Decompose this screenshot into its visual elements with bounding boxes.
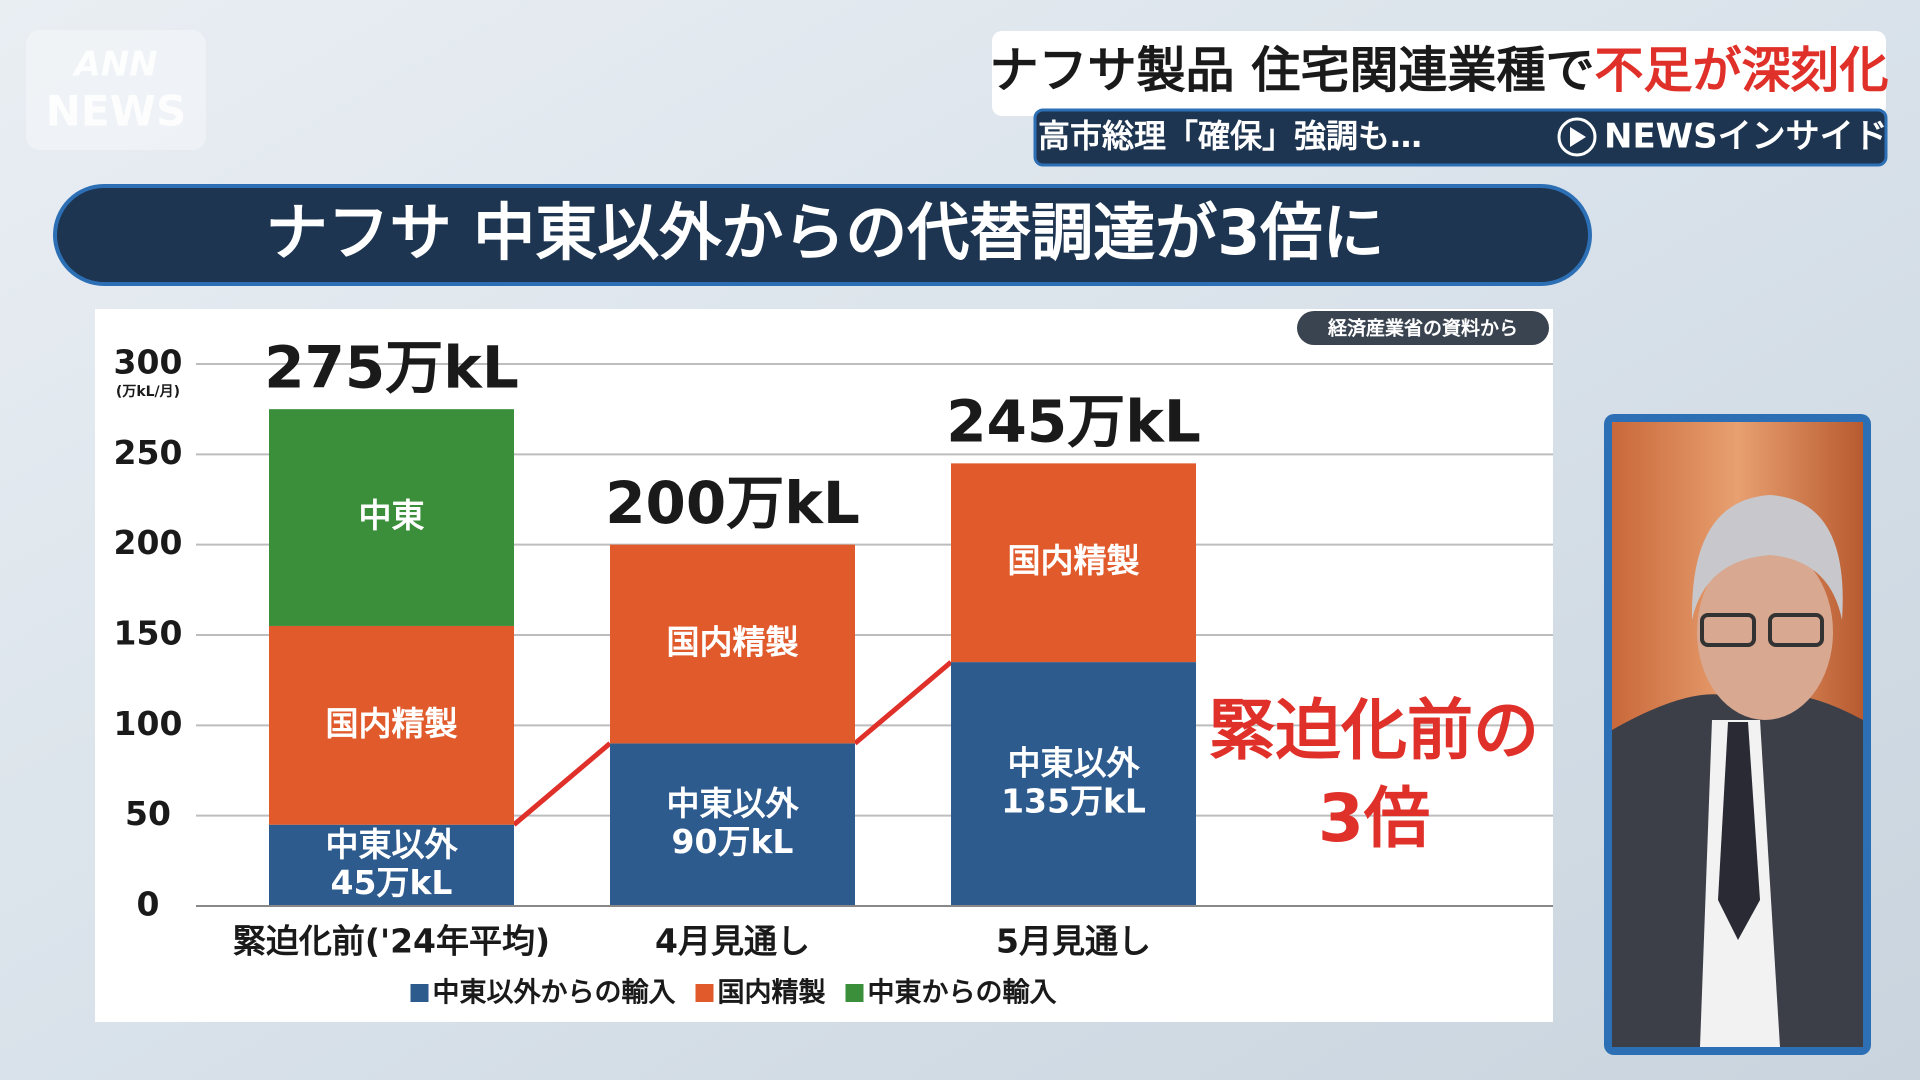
bar-segment — [269, 824, 514, 906]
y-tick-label: 150 — [114, 614, 183, 653]
y-tick-label: 100 — [114, 704, 183, 743]
connector — [512, 741, 612, 827]
program-name: NEWSインサイド — [1604, 117, 1888, 157]
y-tick-label: 0 — [137, 885, 160, 924]
bar-segment — [269, 409, 514, 626]
y-tick-label: 200 — [114, 523, 183, 562]
y-tick-label: 50 — [125, 794, 171, 833]
segment-label: 国内精製 — [667, 623, 799, 662]
presenter-face — [1697, 544, 1833, 720]
segment-label: 国内精製 — [326, 704, 458, 743]
program-icon-arrow — [1570, 127, 1586, 147]
logo-text: ANN — [71, 45, 157, 85]
bar-segment — [269, 625, 514, 825]
logo-text: NEWS — [46, 87, 186, 136]
value-label: 45万kL — [331, 863, 453, 902]
subheadline-border — [1033, 108, 1888, 167]
connector — [853, 660, 953, 746]
x-tick-label: 4月見通し — [655, 922, 810, 961]
legend-label: 国内精製 — [718, 978, 826, 1009]
headline: ナフサ製品 住宅関連業種で不足が深刻化 — [989, 42, 1888, 99]
headline-box — [992, 31, 1886, 116]
presenter-glasses — [1768, 613, 1824, 647]
segment-label: 中東 — [359, 496, 425, 535]
value-label: 90万kL — [672, 822, 794, 861]
annotation: 3倍 — [1318, 780, 1430, 857]
source-box — [1297, 311, 1549, 345]
value-label: 135万kL — [1001, 782, 1146, 821]
subheadline-box — [1035, 110, 1886, 165]
headline-part: ナフサ製品 住宅関連業種で — [989, 42, 1594, 99]
bar-segment — [951, 463, 1196, 663]
x-tick-label: 5月見通し — [996, 922, 1151, 961]
segment-label: 中東以外 — [1008, 744, 1141, 783]
legend-label: 中東からの輸入 — [868, 978, 1057, 1009]
y-axis-unit: (万kL/月) — [116, 384, 180, 400]
segment-label: 中東以外 — [667, 784, 800, 823]
y-tick-label: 300 — [114, 343, 183, 382]
chart-title: ナフサ 中東以外からの代替調達が3倍に — [266, 196, 1385, 269]
segment-label: 国内精製 — [1008, 541, 1140, 580]
legend-swatch — [845, 984, 864, 1002]
subheadline: 高市総理「確保」強調も… — [1038, 117, 1422, 155]
segment-label: 中東以外 — [326, 825, 459, 864]
presenter-glasses — [1700, 613, 1756, 647]
bar-segment — [610, 544, 855, 744]
bar-segment — [951, 662, 1196, 906]
source: 経済産業省の資料から — [1327, 317, 1518, 340]
legend-swatch — [410, 984, 429, 1002]
title-bar — [53, 184, 1592, 286]
y-tick-label: 250 — [114, 433, 183, 472]
program-icon — [1557, 117, 1597, 157]
bar-segment — [610, 743, 855, 906]
presenter-hair — [1691, 495, 1843, 620]
x-tick-label: 緊迫化前('24年平均) — [233, 922, 550, 961]
legend-swatch — [695, 984, 714, 1002]
total-label: 275万kL — [264, 333, 519, 401]
annotation: 緊迫化前の — [1209, 692, 1539, 769]
plot: 050100150200250300(万kL/月)中東以外45万kL国内精製中東… — [114, 333, 1553, 1009]
logo-box — [26, 30, 206, 150]
legend-label: 中東以外からの輸入 — [433, 978, 676, 1009]
total-label: 200万kL — [605, 469, 860, 537]
presenter-tie — [1718, 722, 1760, 940]
total-label: 245万kL — [946, 387, 1201, 455]
headline-part: 不足が深刻化 — [1595, 42, 1889, 99]
